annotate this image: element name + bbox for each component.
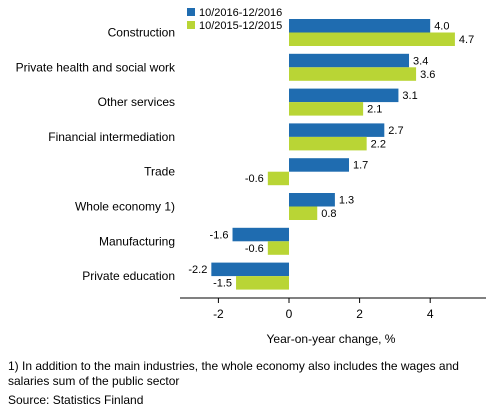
category-label: Manufacturing [99, 234, 175, 248]
x-axis: -2 0 2 4 [180, 297, 486, 321]
bar [289, 32, 455, 46]
bar [211, 262, 289, 277]
bar [289, 193, 335, 207]
legend-swatch [187, 8, 195, 16]
data-label: -1.6 [210, 229, 229, 241]
data-label: 4.0 [434, 21, 449, 33]
x-tick-label: -2 [213, 307, 224, 321]
bar [289, 102, 364, 116]
bar [289, 19, 431, 33]
bars [211, 19, 455, 290]
category-labels: Construction Private health and social wo… [16, 26, 176, 284]
data-label: 2.7 [388, 125, 403, 137]
bar [289, 206, 318, 220]
x-axis-title: Year-on-year change, % [267, 332, 396, 346]
category-label: Whole economy 1) [75, 200, 175, 214]
bar [289, 67, 417, 81]
bar [236, 276, 289, 290]
category-label: Private education [82, 269, 175, 283]
data-label: 2.1 [367, 104, 382, 116]
data-label: -0.6 [245, 243, 264, 255]
data-label: -2.2 [188, 264, 207, 276]
value-labels: 4.0 4.7 3.4 3.63.1 2.1 2.72.21.7 -0.6 1.30.8 -1.… [188, 21, 474, 290]
legend-label: 10/2016-12/2016 [199, 7, 282, 19]
x-tick-label: 2 [356, 307, 363, 321]
x-tick-label: 4 [427, 307, 434, 321]
footnote: 1) In addition to the main industries, t… [8, 359, 459, 388]
category-label: Financial intermediation [48, 130, 175, 144]
x-tick-label: 0 [286, 307, 293, 321]
data-label: -1.5 [213, 278, 232, 290]
data-label: -0.6 [245, 173, 264, 185]
data-label: 4.7 [459, 34, 474, 46]
legend-swatch [187, 21, 195, 29]
bar [289, 158, 350, 172]
bar [289, 136, 367, 151]
bar [289, 123, 385, 137]
legend-label: 10/2015-12/2015 [199, 20, 282, 32]
source-note: Source: Statistics Finland [8, 393, 144, 407]
category-label: Private health and social work [16, 60, 176, 74]
bar [232, 227, 289, 242]
data-label: 0.8 [321, 208, 336, 220]
data-label: 3.4 [413, 55, 428, 67]
bar [289, 53, 410, 68]
category-label: Trade [144, 165, 175, 179]
category-label: Construction [108, 26, 175, 40]
data-label: 2.2 [371, 138, 386, 150]
bar [289, 88, 399, 103]
data-label: 1.3 [339, 195, 354, 207]
data-label: 3.1 [402, 90, 417, 102]
bar-chart: Construction Private health and social wo… [16, 7, 486, 346]
data-label: 1.7 [353, 160, 368, 172]
data-label: 3.6 [420, 69, 435, 81]
bar [267, 241, 289, 255]
bar [267, 171, 289, 186]
category-label: Other services [98, 95, 175, 109]
